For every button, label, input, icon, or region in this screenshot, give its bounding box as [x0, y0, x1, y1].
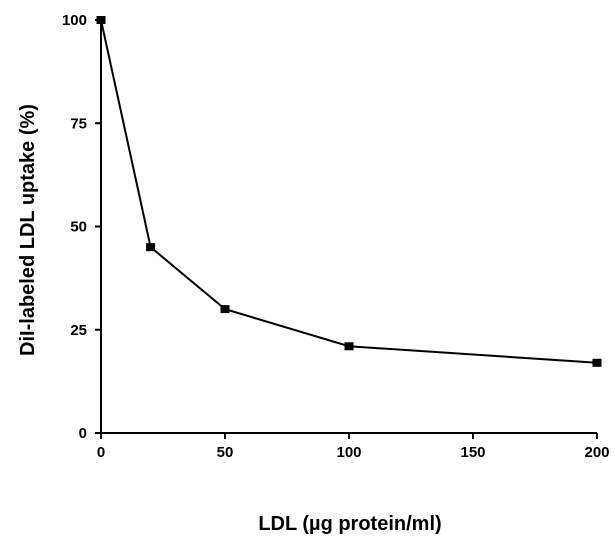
x-axis-title: LDL (µg protein/ml): [258, 513, 441, 535]
x-tick-label: 0: [97, 444, 105, 461]
x-tick-label: 200: [584, 444, 609, 461]
y-axis-title: DiI-labeled LDL uptake (%): [17, 104, 39, 356]
series-line: [100, 19, 598, 364]
x-tick-label: 150: [460, 444, 485, 461]
data-point: [592, 358, 602, 367]
y-tick-label: 75: [70, 115, 87, 132]
data-point: [344, 342, 354, 351]
data-point: [220, 305, 230, 314]
data-point: [96, 16, 106, 24]
series: [96, 16, 602, 367]
x-tick-label: 50: [217, 444, 234, 461]
y-tick-label: 100: [62, 12, 87, 29]
y-tick-label: 50: [70, 219, 87, 236]
y-tick-label: 25: [70, 322, 87, 339]
data-point: [146, 243, 156, 252]
ticks: 0 25 50 75 100 0 50 100 150 200: [62, 12, 610, 461]
x-tick-label: 100: [336, 444, 361, 461]
y-tick-label: 0: [79, 425, 87, 442]
